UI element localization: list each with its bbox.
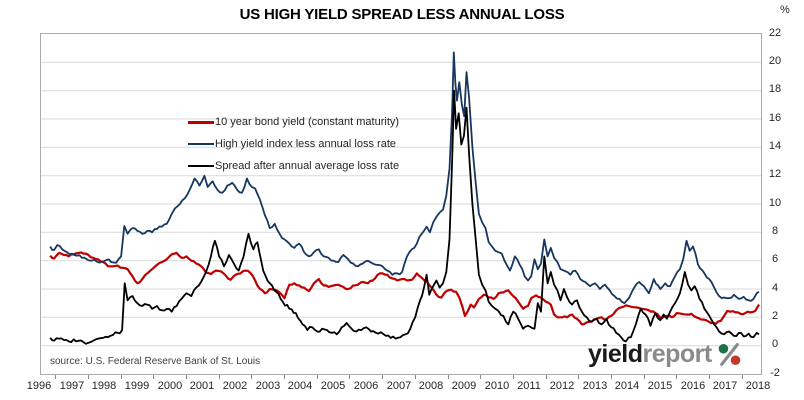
x-tick-mark bbox=[415, 375, 416, 379]
y-tick-label: -2 bbox=[770, 367, 780, 379]
x-tick-label: 1999 bbox=[124, 380, 150, 392]
y-tick-label: 6 bbox=[771, 253, 779, 265]
legend-line-swatch-red bbox=[188, 120, 214, 124]
x-tick-mark bbox=[251, 375, 252, 379]
x-tick-mark bbox=[186, 375, 187, 379]
series-line-1 bbox=[49, 51, 760, 305]
x-tick-mark bbox=[88, 375, 89, 379]
x-tick-mark bbox=[153, 375, 154, 379]
x-tick-mark bbox=[382, 375, 383, 379]
x-tick-mark bbox=[284, 375, 285, 379]
series-line-2 bbox=[49, 89, 760, 345]
x-tick-mark bbox=[480, 375, 481, 379]
legend-label: Spread after annual average loss rate bbox=[215, 160, 400, 172]
x-tick-label: 2008 bbox=[418, 380, 444, 392]
x-tick-mark bbox=[578, 375, 579, 379]
x-tick-label: 2016 bbox=[680, 380, 706, 392]
x-tick-mark bbox=[448, 375, 449, 379]
yieldreport-logo: yield report bbox=[588, 340, 742, 368]
y-tick-label: 12 bbox=[768, 168, 782, 180]
x-tick-label: 2012 bbox=[549, 380, 575, 392]
x-tick-label: 2010 bbox=[484, 380, 510, 392]
x-tick-label: 2006 bbox=[353, 380, 379, 392]
x-tick-label: 2005 bbox=[320, 380, 346, 392]
chart-canvas bbox=[41, 51, 761, 347]
x-tick-label: 2017 bbox=[712, 380, 738, 392]
legend-line-swatch-black bbox=[188, 164, 214, 168]
legend-item-spread: Spread after annual average loss rate bbox=[188, 155, 399, 177]
y-tick-label: 18 bbox=[768, 83, 782, 95]
y-tick-label: 10 bbox=[768, 197, 782, 209]
x-tick-mark bbox=[611, 375, 612, 379]
y-tick-label: 8 bbox=[771, 225, 779, 237]
series-line-0 bbox=[49, 251, 760, 326]
y-tick-label: 0 bbox=[771, 338, 779, 350]
legend-item-high-yield-index: High yield index less annual loss rate bbox=[188, 133, 399, 155]
x-tick-mark bbox=[644, 375, 645, 379]
y-tick-label: 2 bbox=[771, 310, 779, 322]
x-tick-mark bbox=[121, 375, 122, 379]
x-tick-mark bbox=[349, 375, 350, 379]
y-tick-label: 14 bbox=[768, 140, 782, 152]
y-tick-label: 22 bbox=[768, 27, 782, 39]
legend-label: 10 year bond yield (constant maturity) bbox=[215, 116, 400, 128]
x-tick-mark bbox=[219, 375, 220, 379]
legend-label: High yield index less annual loss rate bbox=[215, 138, 396, 150]
x-tick-label: 2018 bbox=[745, 380, 771, 392]
x-tick-label: 2007 bbox=[386, 380, 412, 392]
x-tick-label: 1996 bbox=[26, 380, 52, 392]
x-tick-label: 2014 bbox=[614, 380, 640, 392]
x-tick-label: 2004 bbox=[287, 380, 313, 392]
x-tick-label: 2015 bbox=[647, 380, 673, 392]
x-tick-label: 2000 bbox=[157, 380, 183, 392]
x-tick-mark bbox=[676, 375, 677, 379]
y-tick-label: 4 bbox=[771, 282, 779, 294]
x-tick-mark bbox=[55, 375, 56, 379]
source-note: source: U.S. Federal Reserve Bank of St.… bbox=[50, 356, 261, 367]
gridlines bbox=[41, 61, 761, 347]
legend: 10 year bond yield (constant maturity) H… bbox=[188, 111, 399, 177]
x-tick-label: 2002 bbox=[222, 380, 248, 392]
logo-text-report: report bbox=[642, 340, 712, 368]
plot-area: 10 year bond yield (constant maturity) H… bbox=[40, 33, 762, 375]
y-axis-unit-label: % bbox=[780, 4, 790, 16]
y-tick-label: 20 bbox=[768, 55, 782, 67]
x-tick-label: 1998 bbox=[91, 380, 117, 392]
percent-icon bbox=[718, 342, 741, 366]
x-tick-mark bbox=[709, 375, 710, 379]
x-tick-label: 2003 bbox=[255, 380, 281, 392]
legend-line-swatch-blue bbox=[188, 142, 214, 146]
x-tick-label: 2013 bbox=[582, 380, 608, 392]
x-tick-label: 2009 bbox=[451, 380, 477, 392]
x-tick-label: 1997 bbox=[59, 380, 85, 392]
x-tick-mark bbox=[513, 375, 514, 379]
x-tick-mark bbox=[546, 375, 547, 379]
x-tick-mark bbox=[742, 375, 743, 379]
logo-text-yield: yield bbox=[588, 340, 643, 368]
x-tick-label: 2001 bbox=[189, 380, 215, 392]
y-tick-label: 16 bbox=[768, 112, 782, 124]
x-tick-mark bbox=[317, 375, 318, 379]
series-lines bbox=[49, 51, 760, 345]
legend-item-bond-yield: 10 year bond yield (constant maturity) bbox=[188, 111, 399, 133]
chart-title: US HIGH YIELD SPREAD LESS ANNUAL LOSS bbox=[239, 6, 565, 23]
x-tick-label: 2011 bbox=[517, 380, 541, 392]
